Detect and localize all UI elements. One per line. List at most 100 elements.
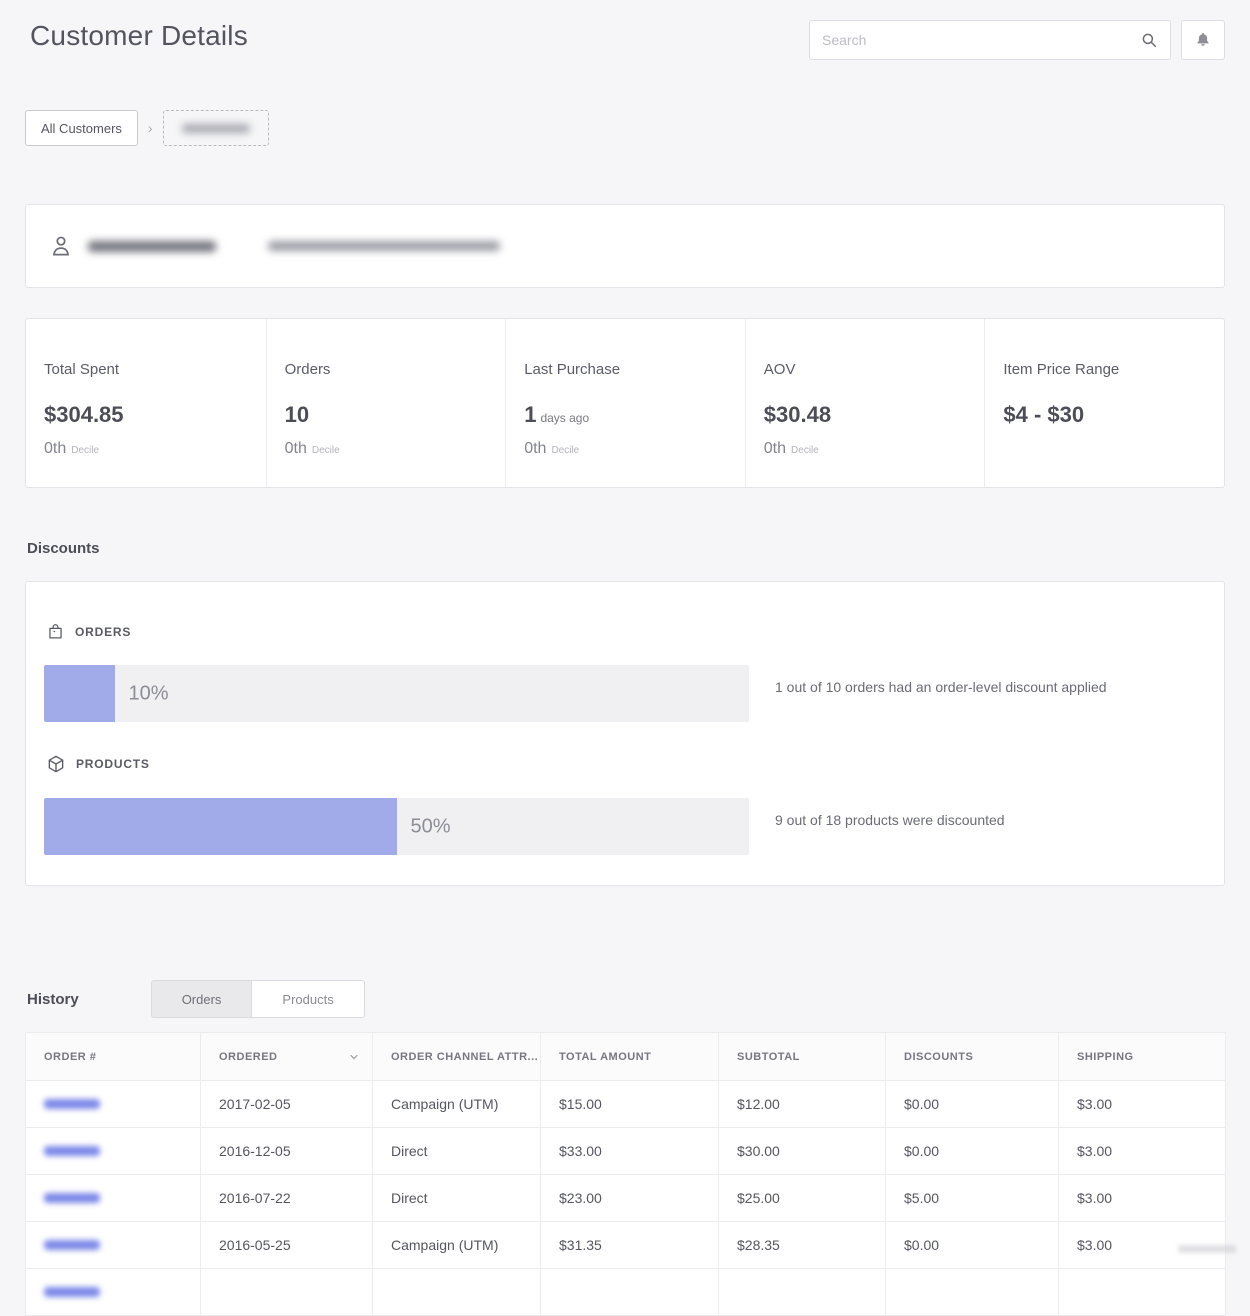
sort-chevron-down-icon (348, 1051, 360, 1063)
subtotal-cell: $28.35 (718, 1221, 886, 1269)
order-row: 2016-05-25 Campaign (UTM) $31.35 $28.35 … (25, 1221, 1226, 1269)
ordered-cell: 2017-02-05 (200, 1080, 373, 1128)
tab-orders[interactable]: Orders (150, 980, 252, 1018)
order-row: 2016-07-22 Direct $23.00 $25.00 $5.00 $3… (25, 1174, 1226, 1222)
col-shipping[interactable]: SHIPPING (1058, 1032, 1226, 1081)
discounts-heading: Discounts (27, 540, 100, 557)
stat-decile: 0th Decile (284, 440, 340, 457)
total-cell: $15.00 (540, 1080, 719, 1128)
breadcrumb-all-customers[interactable]: All Customers (25, 110, 138, 146)
order-number-cell (25, 1080, 201, 1128)
history-tabs: Orders Products (150, 980, 365, 1018)
products-discount-bar-row: 50% 9 out of 18 products were discounted (44, 798, 1206, 855)
redacted-order-link[interactable] (44, 1193, 100, 1203)
stat-decile: 0th Decile (524, 440, 580, 457)
stat-value: $304.85 (44, 402, 124, 427)
channel-cell: Direct (372, 1174, 541, 1222)
discounts-cell: $0.00 (885, 1221, 1059, 1269)
discounts-cell: $0.00 (885, 1127, 1059, 1175)
discounts-cell: $0.00 (885, 1080, 1059, 1128)
page-title: Customer Details (30, 20, 248, 51)
products-discount-label: PRODUCTS (44, 754, 1206, 774)
stat-label: AOV (763, 361, 796, 378)
stat-decile: 0th Decile (44, 440, 100, 457)
stat-value: $4 - $30 (1003, 402, 1085, 427)
stat-value: 10 (284, 402, 310, 427)
order-row: 2017-02-05 Campaign (UTM) $15.00 $12.00 … (25, 1080, 1226, 1128)
history-header: History Orders Products (25, 980, 1225, 1018)
history-heading: History (27, 990, 79, 1008)
bell-icon (1194, 31, 1212, 49)
col-total-amount[interactable]: TOTAL AMOUNT (540, 1032, 719, 1081)
stat-label: Last Purchase (524, 361, 621, 378)
orders-discount-label: ORDERS (44, 622, 1206, 641)
stat-total-spent: Total Spent $304.85 0th Decile (26, 319, 266, 487)
col-ordered[interactable]: ORDERED (200, 1032, 373, 1081)
redacted-order-link[interactable] (44, 1099, 100, 1109)
subtotal-cell: $25.00 (718, 1174, 886, 1222)
shipping-cell: $3.00 (1058, 1080, 1226, 1128)
order-number-cell (25, 1268, 201, 1316)
redacted-customer-email (268, 241, 500, 251)
channel-cell: Direct (372, 1127, 541, 1175)
stat-item-price-range: Item Price Range $4 - $30 (984, 319, 1224, 487)
channel-cell: Campaign (UTM) (372, 1221, 541, 1269)
search-icon[interactable] (1140, 31, 1158, 49)
orders-discount-bar-fill (44, 665, 115, 722)
redacted-order-link[interactable] (44, 1287, 100, 1297)
customer-summary-card (25, 204, 1225, 288)
search-box[interactable] (809, 20, 1171, 60)
ordered-cell: 2016-07-22 (200, 1174, 373, 1222)
redacted-customer-name (181, 123, 250, 133)
total-cell: $23.00 (540, 1174, 719, 1222)
orders-discount-bar-track: 10% (44, 665, 749, 722)
orders-discount-bar-row: 10% 1 out of 10 orders had an order-leve… (44, 665, 1206, 722)
orders-table: ORDER # ORDERED ORDER CHANNEL ATTR... TO… (25, 1032, 1226, 1316)
redacted-customer-name (88, 240, 216, 252)
stat-orders: Orders 10 0th Decile (265, 319, 506, 487)
tab-products[interactable]: Products (251, 980, 365, 1018)
order-row: 2016-12-05 Direct $33.00 $30.00 $0.00 $3… (25, 1127, 1226, 1175)
products-discount-note: 9 out of 18 products were discounted (775, 812, 1005, 828)
products-discount-bar-fill (44, 798, 397, 855)
shopping-bag-icon (46, 622, 65, 641)
ordered-cell: 2016-05-25 (200, 1221, 373, 1269)
stat-aov: AOV $30.48 0th Decile (744, 319, 985, 487)
order-number-cell (25, 1221, 201, 1269)
subtotal-cell: $30.00 (718, 1127, 886, 1175)
ordered-cell: 2016-12-05 (200, 1127, 373, 1175)
discounts-cell: $5.00 (885, 1174, 1059, 1222)
col-subtotal[interactable]: SUBTOTAL (718, 1032, 886, 1081)
stat-value: $30.48 (763, 402, 832, 427)
order-row-partial (25, 1268, 1226, 1316)
channel-cell: Campaign (UTM) (372, 1080, 541, 1128)
stat-label: Total Spent (44, 361, 120, 378)
customer-stats-card: Total Spent $304.85 0th Decile Orders 10 … (25, 318, 1225, 488)
subtotal-cell: $12.00 (718, 1080, 886, 1128)
col-order-channel[interactable]: ORDER CHANNEL ATTR... (372, 1032, 541, 1081)
redacted-order-link[interactable] (44, 1240, 100, 1250)
shipping-cell: $3.00 (1058, 1127, 1226, 1175)
redacted-order-link[interactable] (44, 1146, 100, 1156)
stat-label: Item Price Range (1003, 361, 1120, 378)
top-bar: Customer Details (25, 0, 1225, 60)
person-icon (48, 233, 74, 259)
discounts-card: ORDERS 10% 1 out of 10 orders had an ord… (25, 581, 1225, 886)
products-discount-percent: 50% (410, 815, 451, 837)
notifications-button[interactable] (1181, 20, 1225, 60)
breadcrumb-separator-icon: › (147, 120, 153, 136)
col-order-number[interactable]: ORDER # (25, 1032, 201, 1081)
package-icon (46, 754, 66, 774)
total-cell: $33.00 (540, 1127, 719, 1175)
order-number-cell (25, 1174, 201, 1222)
shipping-cell: $3.00 (1058, 1174, 1226, 1222)
orders-table-header-row: ORDER # ORDERED ORDER CHANNEL ATTR... TO… (25, 1032, 1226, 1081)
search-input[interactable] (822, 32, 1140, 48)
total-cell: $31.35 (540, 1221, 719, 1269)
orders-table-body: 2017-02-05 Campaign (UTM) $15.00 $12.00 … (25, 1080, 1226, 1316)
top-bar-actions (809, 20, 1225, 60)
stat-last-purchase: Last Purchase 1 days ago 0th Decile (505, 319, 745, 487)
order-number-cell (25, 1127, 201, 1175)
col-discounts[interactable]: DISCOUNTS (885, 1032, 1059, 1081)
